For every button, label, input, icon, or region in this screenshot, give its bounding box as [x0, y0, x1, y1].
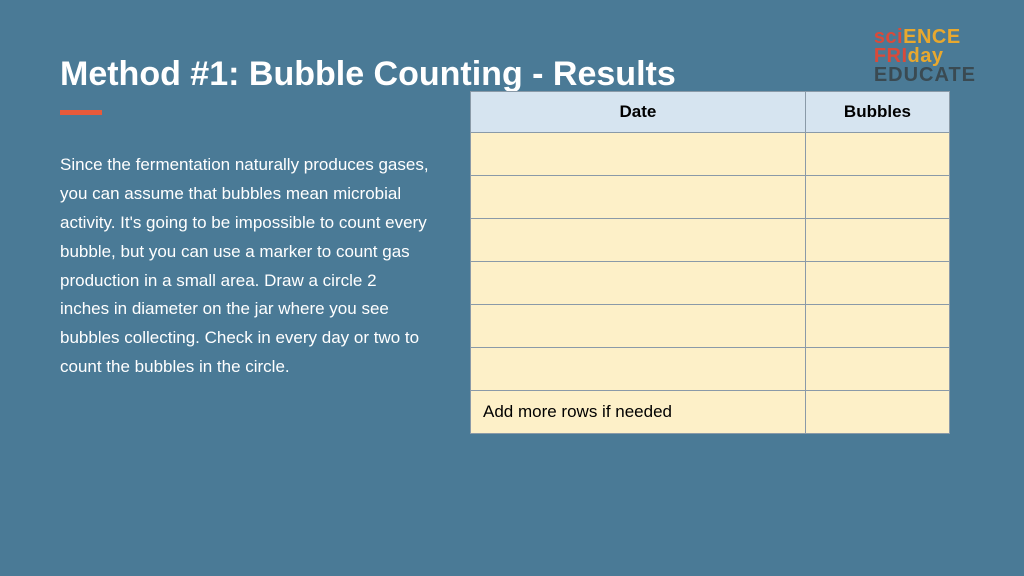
table-row	[471, 219, 950, 262]
table-row	[471, 133, 950, 176]
col-date: Date	[471, 92, 806, 133]
table-header-row: Date Bubbles	[471, 92, 950, 133]
body-text: Since the fermentation naturally produce…	[60, 151, 430, 434]
cell-bubbles[interactable]	[805, 133, 949, 176]
cell-bubbles[interactable]	[805, 348, 949, 391]
cell-date[interactable]	[471, 133, 806, 176]
cell-bubbles[interactable]	[805, 262, 949, 305]
cell-date[interactable]	[471, 219, 806, 262]
table-row: Add more rows if needed	[471, 391, 950, 434]
cell-footer[interactable]: Add more rows if needed	[471, 391, 806, 434]
scifri-logo: science FRIDay EDUCATE	[874, 28, 976, 85]
cell-bubbles[interactable]	[805, 305, 949, 348]
table-row	[471, 305, 950, 348]
cell-date[interactable]	[471, 176, 806, 219]
cell-date[interactable]	[471, 262, 806, 305]
cell-date[interactable]	[471, 305, 806, 348]
page-title: Method #1: Bubble Counting - Results	[60, 55, 964, 94]
content-row: Since the fermentation naturally produce…	[60, 151, 964, 434]
table-row	[471, 262, 950, 305]
results-table-wrap: Date Bubbles	[470, 91, 950, 434]
cell-bubbles[interactable]	[805, 391, 949, 434]
results-table: Date Bubbles	[470, 91, 950, 434]
table-row	[471, 348, 950, 391]
col-bubbles: Bubbles	[805, 92, 949, 133]
accent-bar	[60, 110, 102, 115]
slide: science FRIDay EDUCATE Method #1: Bubble…	[0, 0, 1024, 576]
logo-part: EDUCATE	[874, 66, 976, 85]
cell-date[interactable]	[471, 348, 806, 391]
cell-bubbles[interactable]	[805, 176, 949, 219]
cell-bubbles[interactable]	[805, 219, 949, 262]
table-row	[471, 176, 950, 219]
